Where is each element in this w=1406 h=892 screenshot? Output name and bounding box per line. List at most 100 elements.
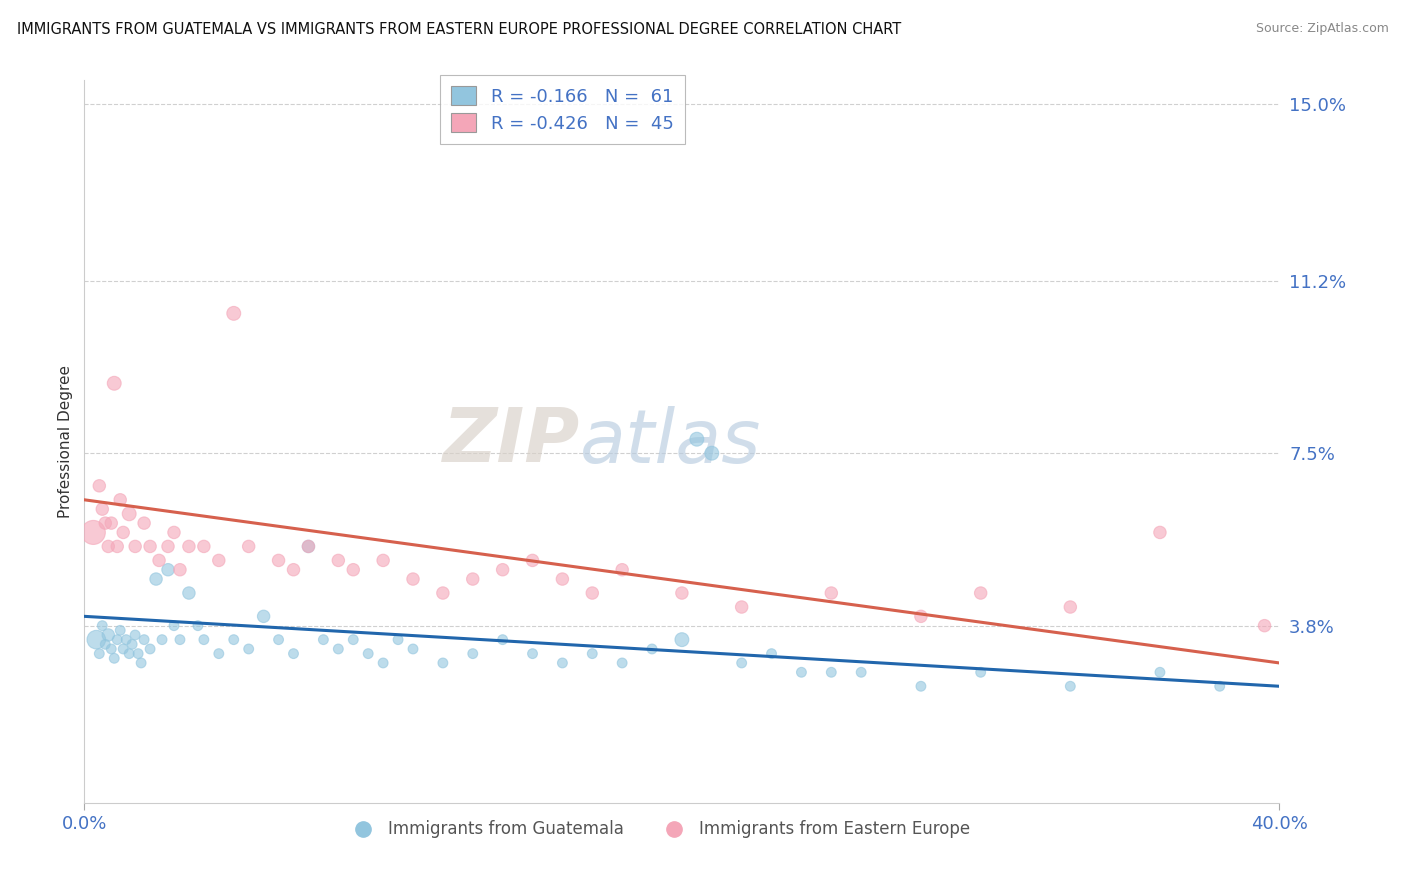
Text: IMMIGRANTS FROM GUATEMALA VS IMMIGRANTS FROM EASTERN EUROPE PROFESSIONAL DEGREE : IMMIGRANTS FROM GUATEMALA VS IMMIGRANTS …	[17, 22, 901, 37]
Point	[187, 618, 209, 632]
Point	[731, 600, 754, 615]
Point	[267, 553, 290, 567]
Point	[970, 665, 993, 680]
Point	[686, 432, 709, 446]
Point	[91, 502, 114, 516]
Point	[461, 647, 484, 661]
Point	[581, 647, 603, 661]
Point	[238, 540, 260, 554]
Point	[492, 632, 515, 647]
Point	[761, 647, 783, 661]
Point	[132, 632, 156, 647]
Point	[522, 647, 544, 661]
Point	[94, 516, 117, 530]
Point	[297, 540, 319, 554]
Point	[312, 632, 335, 647]
Point	[641, 642, 664, 657]
Point	[373, 553, 395, 567]
Legend: Immigrants from Guatemala, Immigrants from Eastern Europe: Immigrants from Guatemala, Immigrants fr…	[339, 814, 977, 845]
Y-axis label: Professional Degree: Professional Degree	[58, 365, 73, 518]
Point	[671, 586, 693, 600]
Point	[193, 540, 215, 554]
Point	[97, 628, 120, 642]
Point	[551, 572, 574, 586]
Point	[1209, 679, 1232, 693]
Point	[132, 516, 156, 530]
Point	[97, 540, 120, 554]
Point	[86, 632, 108, 647]
Point	[342, 632, 364, 647]
Point	[148, 553, 170, 567]
Point	[115, 632, 138, 647]
Point	[177, 540, 200, 554]
Point	[1059, 600, 1081, 615]
Point	[139, 540, 162, 554]
Point	[100, 642, 122, 657]
Point	[731, 656, 754, 670]
Point	[253, 609, 276, 624]
Point	[110, 624, 132, 638]
Point	[110, 492, 132, 507]
Point	[193, 632, 215, 647]
Point	[297, 540, 319, 554]
Point	[222, 306, 245, 320]
Point	[222, 632, 245, 647]
Point	[267, 632, 290, 647]
Point	[851, 665, 873, 680]
Point	[387, 632, 409, 647]
Point	[581, 586, 603, 600]
Point	[94, 637, 117, 651]
Point	[342, 563, 364, 577]
Point	[163, 618, 186, 632]
Point	[283, 563, 305, 577]
Point	[1253, 618, 1275, 632]
Point	[790, 665, 813, 680]
Point	[820, 665, 842, 680]
Point	[112, 642, 135, 657]
Point	[112, 525, 135, 540]
Point	[820, 586, 842, 600]
Point	[612, 563, 634, 577]
Point	[910, 679, 932, 693]
Point	[91, 618, 114, 632]
Point	[157, 563, 180, 577]
Point	[461, 572, 484, 586]
Point	[328, 642, 350, 657]
Point	[1059, 679, 1081, 693]
Point	[283, 647, 305, 661]
Point	[127, 647, 149, 661]
Point	[910, 609, 932, 624]
Point	[522, 553, 544, 567]
Point	[118, 507, 141, 521]
Point	[612, 656, 634, 670]
Point	[129, 656, 152, 670]
Text: ZIP: ZIP	[443, 405, 581, 478]
Point	[89, 479, 111, 493]
Point	[103, 651, 125, 665]
Text: atlas: atlas	[581, 406, 762, 477]
Point	[208, 553, 231, 567]
Point	[139, 642, 162, 657]
Point	[124, 540, 146, 554]
Point	[105, 632, 128, 647]
Point	[402, 572, 425, 586]
Point	[100, 516, 122, 530]
Point	[177, 586, 200, 600]
Point	[208, 647, 231, 661]
Point	[357, 647, 380, 661]
Point	[492, 563, 515, 577]
Point	[432, 586, 454, 600]
Point	[121, 637, 143, 651]
Point	[82, 525, 104, 540]
Point	[671, 632, 693, 647]
Point	[145, 572, 167, 586]
Point	[970, 586, 993, 600]
Point	[124, 628, 146, 642]
Point	[118, 647, 141, 661]
Point	[103, 376, 125, 391]
Point	[163, 525, 186, 540]
Point	[169, 563, 191, 577]
Point	[432, 656, 454, 670]
Point	[89, 647, 111, 661]
Point	[105, 540, 128, 554]
